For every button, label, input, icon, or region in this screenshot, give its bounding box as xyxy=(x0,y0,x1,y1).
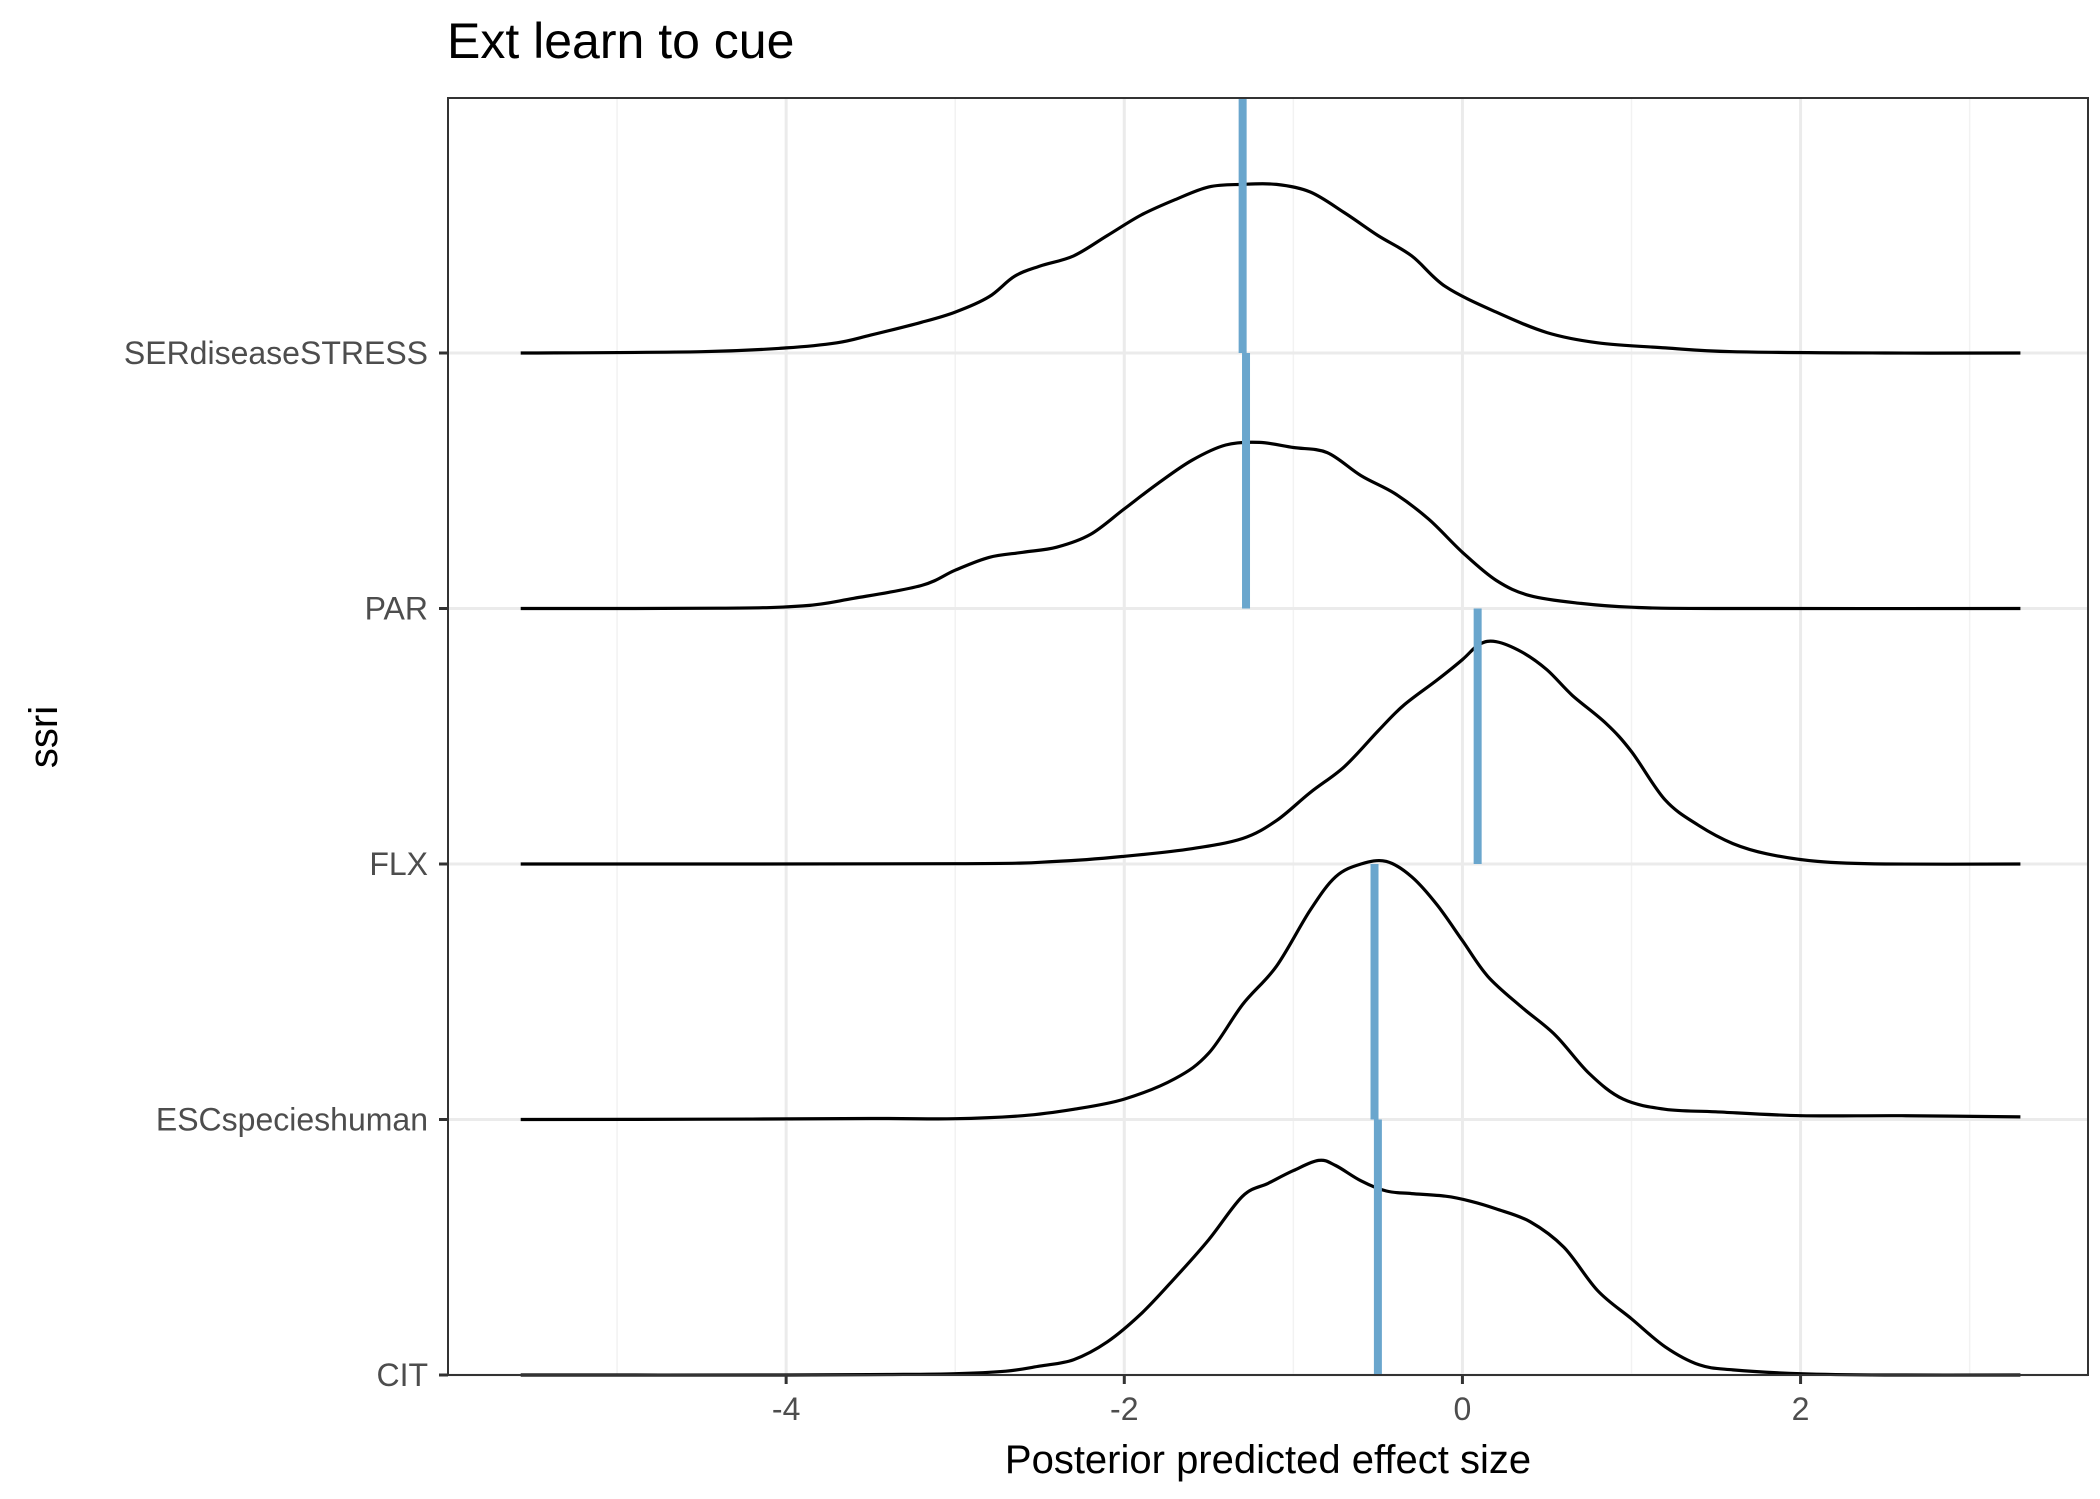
y-tick-label: ESCspecieshuman xyxy=(156,1102,428,1138)
density-ridges xyxy=(520,182,2021,1377)
density-ridge-CIT xyxy=(520,1158,2021,1377)
y-tick-label: SERdiseaseSTRESS xyxy=(124,335,428,371)
density-ridge-FLX xyxy=(520,639,2021,866)
x-tick-label: -2 xyxy=(1110,1391,1138,1427)
x-axis-title: Posterior predicted effect size xyxy=(1005,1438,1531,1482)
plot-panel-background xyxy=(448,98,2088,1375)
x-tick-label: 0 xyxy=(1454,1391,1472,1427)
y-tick-label: PAR xyxy=(365,591,428,627)
y-axis: CIT ESCspecieshuman FLX PAR SERdiseaseSTRESS xyxy=(124,335,448,1393)
x-tick-label: 2 xyxy=(1792,1391,1810,1427)
x-axis: -4 -2 0 2 xyxy=(772,1375,1810,1427)
y-tick-label: FLX xyxy=(369,846,428,882)
density-ridge-PAR xyxy=(520,440,2021,611)
density-ridge-ESCspecieshuman xyxy=(520,858,2021,1122)
median-lines xyxy=(1238,97,1482,1375)
density-ridge-SERdiseaseSTRESS xyxy=(520,182,2021,355)
y-axis-title: ssri xyxy=(22,706,66,768)
y-tick-label: CIT xyxy=(376,1357,428,1393)
plot-panel-border xyxy=(447,97,2089,1376)
chart-title: Ext learn to cue xyxy=(447,13,794,69)
x-tick-label: -4 xyxy=(772,1391,800,1427)
